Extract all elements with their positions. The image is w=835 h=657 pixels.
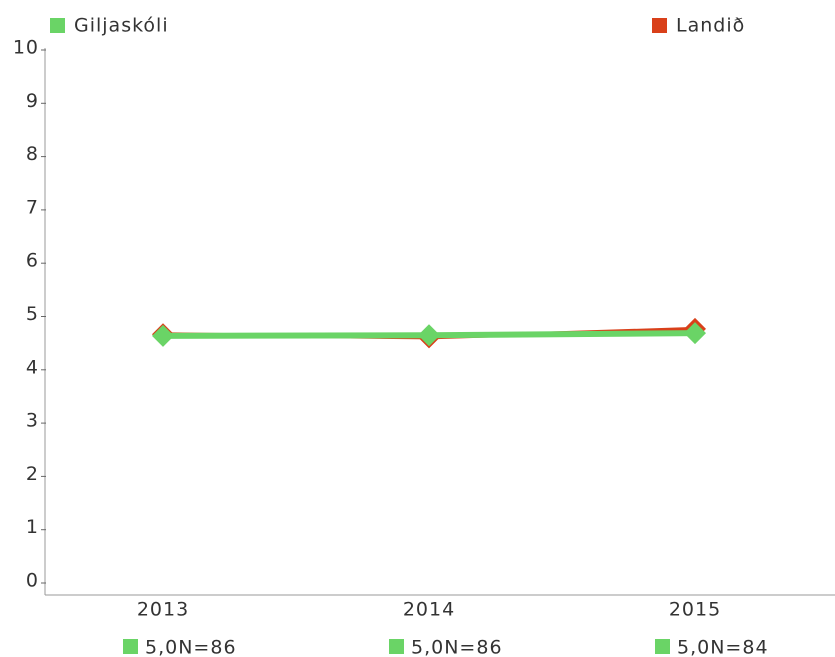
category-note: 5,0N=86: [145, 637, 237, 657]
y-tick-label: 0: [26, 570, 39, 592]
y-tick-label: 3: [26, 410, 39, 432]
point-marker: [152, 324, 174, 347]
y-tick-label: 1: [26, 516, 39, 538]
note-swatch: [389, 639, 404, 654]
y-tick-label: 10: [13, 37, 39, 59]
point-marker: [418, 324, 440, 347]
note-swatch: [655, 639, 670, 654]
point-marker: [684, 322, 706, 345]
note-swatch: [123, 639, 138, 654]
legend-label: Landið: [676, 15, 745, 37]
y-tick-label: 7: [26, 196, 39, 218]
legend-swatch: [652, 18, 667, 33]
x-tick-label: 2015: [669, 599, 721, 621]
legend-swatch: [50, 18, 65, 33]
y-tick-label: 4: [26, 356, 39, 378]
y-tick-label: 5: [26, 303, 39, 325]
x-tick-label: 2013: [137, 599, 189, 621]
y-tick-label: 2: [26, 463, 39, 485]
x-tick-label: 2014: [403, 599, 455, 621]
category-note: 5,0N=86: [411, 637, 503, 657]
y-tick-label: 6: [26, 250, 39, 272]
legend-label: Giljaskóli: [74, 15, 169, 37]
y-tick-label: 8: [26, 143, 39, 165]
category-note: 5,0N=84: [677, 637, 769, 657]
y-tick-label: 9: [26, 90, 39, 112]
